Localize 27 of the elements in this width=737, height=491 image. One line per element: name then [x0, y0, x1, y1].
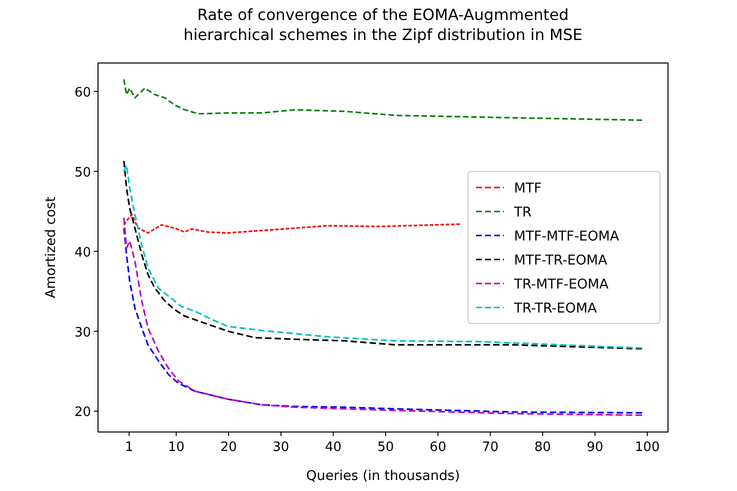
x-tick-label: 80 — [534, 440, 551, 455]
y-tick-label: 20 — [74, 405, 91, 420]
x-tick-label: 20 — [220, 440, 237, 455]
y-tick-label: 40 — [74, 245, 91, 260]
legend-label: TR — [513, 204, 532, 220]
x-tick-label: 70 — [482, 440, 499, 455]
y-tick-label: 60 — [74, 85, 91, 100]
x-tick-label: 90 — [586, 440, 604, 455]
legend-label: MTF — [514, 180, 542, 196]
legend-label: MTF-TR-EOMA — [514, 252, 608, 268]
line-series — [123, 214, 461, 234]
x-tick-label: 10 — [168, 440, 185, 455]
y-axis-title: Amortized cost — [43, 196, 59, 298]
x-tick-label: 1 — [125, 440, 134, 455]
y-tick-label: 30 — [74, 325, 91, 340]
x-tick-label: 30 — [272, 440, 290, 455]
legend-label: MTF-MTF-EOMA — [514, 228, 620, 244]
x-tick-label: 50 — [377, 440, 394, 455]
chart-title: Rate of convergence of the EOMA-Augmmented hierarchical schemes in the Zipf distribution in MSE — [184, 6, 582, 44]
legend-label: TR-MTF-EOMA — [513, 276, 610, 292]
line-series — [123, 78, 643, 121]
x-axis-title: Queries (in thousands) — [306, 468, 460, 484]
x-tick-label: 40 — [325, 440, 342, 455]
y-tick-label: 50 — [74, 165, 91, 180]
legend-label: TR-TR-EOMA — [513, 300, 598, 316]
x-tick-label: 100 — [634, 440, 660, 455]
x-tick-label: 60 — [430, 440, 446, 455]
